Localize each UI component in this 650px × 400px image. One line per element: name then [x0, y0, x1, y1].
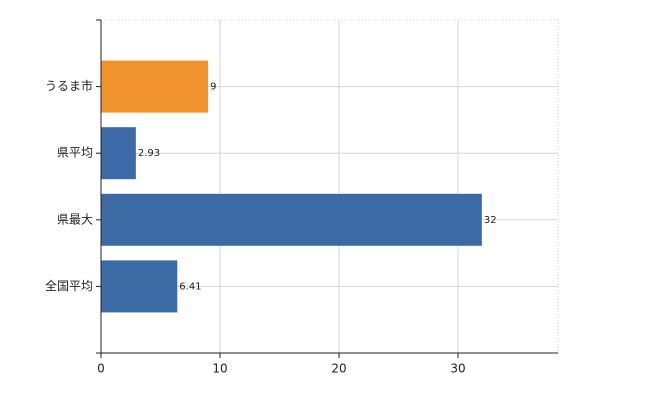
bar	[101, 193, 482, 246]
y-tick-label: 全国平均	[45, 278, 93, 293]
x-tick-label: 20	[331, 362, 346, 376]
x-tick-label: 0	[97, 362, 105, 376]
bar	[101, 127, 136, 180]
value-label: 6.41	[179, 281, 201, 292]
bar	[101, 60, 209, 113]
value-label: 32	[484, 215, 497, 226]
y-tick-label: うるま市	[45, 78, 93, 93]
x-tick-label: 10	[212, 362, 227, 376]
value-label: 9	[210, 82, 216, 93]
y-tick-label: 県最大	[57, 212, 93, 226]
y-tick-label: 県平均	[57, 146, 93, 160]
bar	[101, 260, 178, 313]
value-label: 2.93	[138, 148, 160, 159]
x-tick-label: 30	[450, 362, 465, 376]
